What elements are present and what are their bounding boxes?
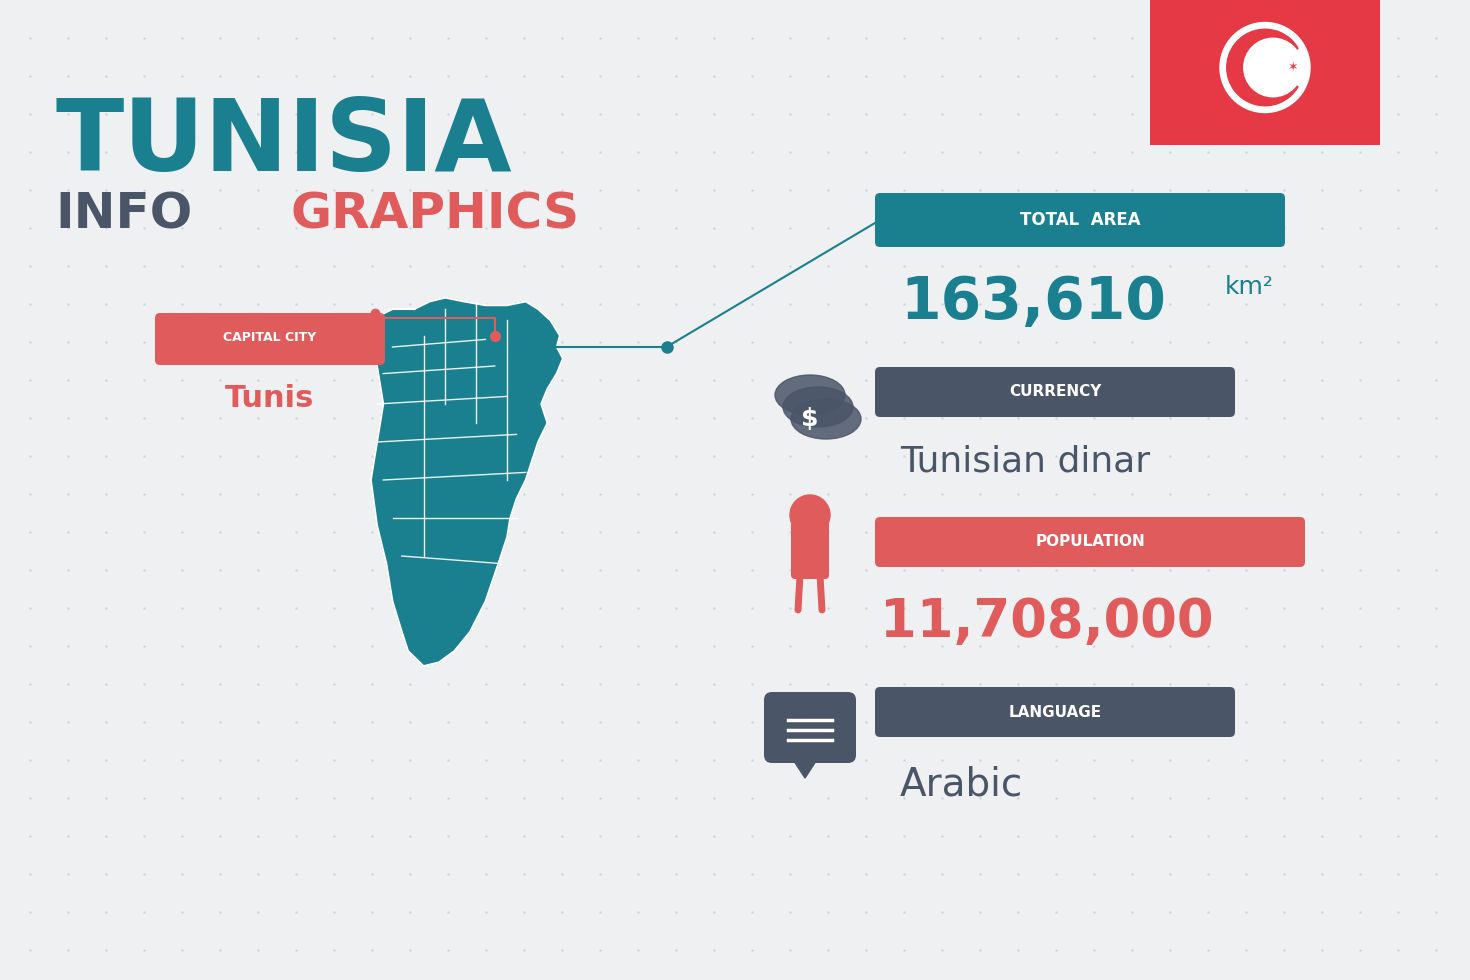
FancyBboxPatch shape: [764, 692, 856, 763]
FancyBboxPatch shape: [791, 516, 829, 579]
Text: TUNISIA: TUNISIA: [54, 95, 512, 192]
Ellipse shape: [784, 387, 853, 427]
Text: km²: km²: [1225, 275, 1274, 299]
FancyBboxPatch shape: [875, 193, 1285, 247]
Circle shape: [1220, 23, 1310, 113]
FancyBboxPatch shape: [875, 517, 1305, 567]
Ellipse shape: [791, 399, 861, 439]
Text: 163,610: 163,610: [900, 273, 1166, 330]
FancyBboxPatch shape: [875, 367, 1235, 417]
Polygon shape: [789, 755, 820, 778]
Text: LANGUAGE: LANGUAGE: [1008, 705, 1101, 719]
Text: Tunisian dinar: Tunisian dinar: [900, 445, 1150, 479]
FancyBboxPatch shape: [1150, 0, 1380, 145]
Text: Tunis: Tunis: [225, 383, 315, 413]
Circle shape: [789, 495, 831, 535]
Text: GRAPHICS: GRAPHICS: [290, 190, 579, 238]
Text: ✶: ✶: [1288, 61, 1298, 74]
Text: 11,708,000: 11,708,000: [881, 596, 1214, 648]
Circle shape: [1244, 38, 1302, 97]
Text: Arabic: Arabic: [900, 765, 1023, 803]
Text: CURRENCY: CURRENCY: [1008, 384, 1101, 400]
FancyBboxPatch shape: [154, 313, 385, 365]
FancyBboxPatch shape: [875, 687, 1235, 737]
Text: $: $: [801, 407, 819, 431]
Text: INFO: INFO: [54, 190, 193, 238]
Wedge shape: [1227, 29, 1298, 106]
Text: TOTAL  AREA: TOTAL AREA: [1020, 211, 1141, 229]
Text: POPULATION: POPULATION: [1035, 534, 1145, 550]
Text: CAPITAL CITY: CAPITAL CITY: [223, 330, 316, 344]
Ellipse shape: [775, 375, 845, 415]
Polygon shape: [362, 298, 563, 666]
